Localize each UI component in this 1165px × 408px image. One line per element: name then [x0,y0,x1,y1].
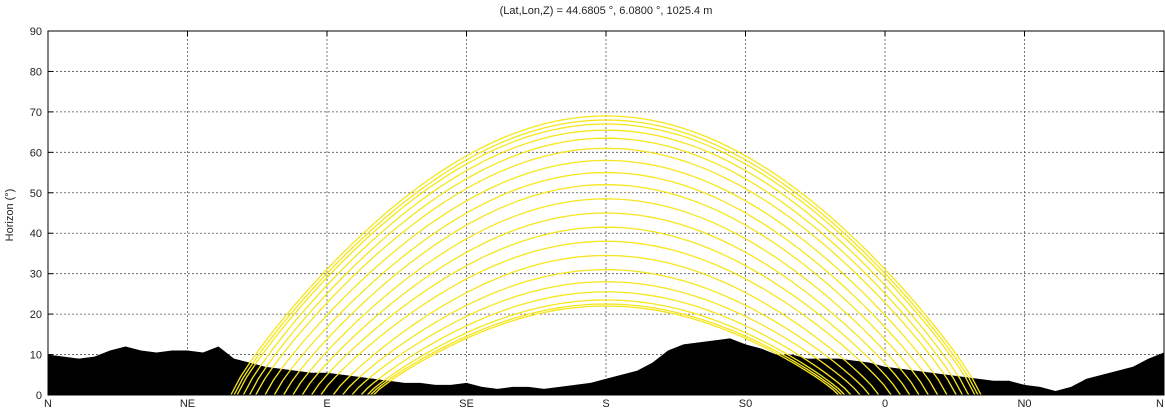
y-tick-label: 70 [30,107,42,119]
sun-path-line [341,268,871,396]
sun-path-line [233,119,979,396]
chart-title: (Lat,Lon,Z) = 44.6805 °, 6.0800 °, 1025.… [500,5,713,17]
x-tick-label: SE [459,398,474,408]
sun-path-line [301,212,911,396]
x-tick-label: E [323,398,330,408]
sun-path-line [273,171,939,396]
sun-path-line [242,129,970,396]
y-tick-label: 30 [30,269,42,281]
sun-path-line [236,123,976,396]
sun-path-line [230,115,982,396]
horizon-profile-area [48,338,1164,395]
axis-ticks: 0 10 20 30 40 50 60 70 80 90 N NE E SE S S0 0 N0 N [30,26,1165,408]
y-axis-label: Horizon (°) [4,189,16,242]
x-tick-label: N [1156,398,1164,408]
x-tick-label: S [602,398,609,408]
sun-paths [230,115,982,396]
y-tick-label: 40 [30,228,42,240]
x-tick-label: N [44,398,52,408]
sun-path-line [283,184,929,396]
x-tick-label: N0 [1017,398,1031,408]
y-tick-label: 50 [30,188,42,200]
x-tick-label: NE [180,398,195,408]
sun-path-line [248,137,964,396]
sun-path-line [292,198,920,396]
y-tick-label: 90 [30,26,42,38]
y-tick-label: 20 [30,309,42,321]
sun-path-line [373,305,839,396]
horizon-terrain [48,338,1164,395]
sun-path-line [264,159,948,396]
y-tick-label: 10 [30,350,42,362]
y-tick-label: 80 [30,66,42,78]
sun-path-line [366,299,846,396]
x-tick-label: S0 [739,398,752,408]
sun-path-line [310,226,902,396]
sun-path-line [351,281,861,396]
sun-path-line [320,240,892,396]
sun-path-line [360,291,852,396]
y-tick-label: 60 [30,147,42,159]
x-tick-label: 0 [882,398,888,408]
sun-path-line [332,254,880,396]
sun-path-line [255,147,957,396]
y-tick-label: 0 [36,390,42,402]
sun-path-line [369,303,843,396]
